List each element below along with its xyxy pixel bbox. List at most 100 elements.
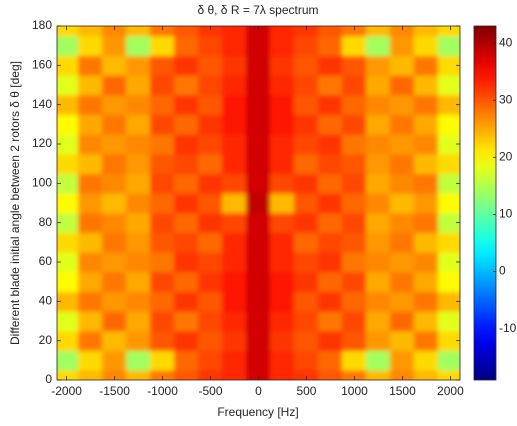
heatmap-cell (437, 310, 460, 332)
heatmap-cell (126, 212, 152, 233)
heatmap-cell (198, 133, 224, 155)
heatmap-cell (269, 192, 295, 214)
heatmap-cell (389, 153, 415, 174)
chart-title: δ θ, δ R = 7λ spectrum (197, 3, 318, 17)
heatmap-cell (317, 369, 343, 380)
heatmap-cell (389, 114, 415, 135)
heatmap-cell (437, 232, 460, 253)
heatmap-cell (293, 26, 319, 37)
heatmap-cell (174, 74, 200, 96)
heatmap-cell (317, 153, 343, 174)
heatmap-cell (126, 291, 152, 312)
heatmap-cell (365, 350, 391, 371)
heatmap-cell (78, 173, 104, 194)
heatmap-cell (174, 173, 200, 194)
y-tick-label: 160 (32, 58, 52, 72)
heatmap-cell (102, 153, 128, 174)
heatmap-cell (198, 173, 224, 194)
heatmap-cell (413, 350, 439, 371)
x-tick-label: 1500 (389, 384, 416, 398)
heatmap-cell (126, 35, 152, 56)
heatmap-cell (389, 212, 415, 233)
heatmap-cell (198, 271, 224, 292)
heatmap-cell (365, 94, 391, 115)
heatmap-cell (198, 291, 224, 312)
heatmap-cell (174, 271, 200, 292)
heatmap-cell (102, 350, 128, 371)
heatmap-cell (437, 173, 460, 194)
heatmap-cell (317, 330, 343, 351)
heatmap-cell (102, 291, 128, 312)
colorbar-tick-label: 0 (499, 264, 506, 278)
heatmap-cell (317, 212, 343, 233)
heatmap-cell (174, 35, 200, 56)
heatmap-cell (150, 133, 176, 155)
heatmap-cell (57, 232, 80, 253)
heatmap-cell (57, 291, 80, 312)
heatmap-cell (365, 55, 391, 76)
heatmap-cell (341, 330, 367, 351)
heatmap-cell (126, 55, 152, 76)
heatmap-cell (269, 173, 295, 194)
heatmap-cell (269, 251, 295, 273)
heatmap-cell (57, 173, 80, 194)
heatmap-cell (222, 55, 248, 76)
heatmap-cell (389, 330, 415, 351)
heatmap-cell (57, 114, 80, 135)
heatmap-cell (437, 94, 460, 115)
heatmap-cell (293, 114, 319, 135)
heatmap-cell (341, 232, 367, 253)
heatmap-cell (150, 74, 176, 96)
heatmap-cell (78, 369, 104, 380)
heatmap-cell (269, 94, 295, 115)
heatmap-cell (269, 291, 295, 312)
heatmap-cell (222, 330, 248, 351)
heatmap-cell (57, 26, 80, 37)
heatmap-cell (389, 192, 415, 214)
heatmap-cell (293, 291, 319, 312)
heatmap-cell (198, 330, 224, 351)
heatmap-cell (317, 291, 343, 312)
heatmap-cell (102, 173, 128, 194)
heatmap-cell (293, 94, 319, 115)
heatmap-cell (174, 310, 200, 332)
heatmap-cell (150, 232, 176, 253)
heatmap-cell (126, 330, 152, 351)
heatmap-cell (341, 153, 367, 174)
heatmap-cell (293, 133, 319, 155)
heatmap-cell (126, 350, 152, 371)
heatmap-cell (78, 153, 104, 174)
heatmap-cell (222, 133, 248, 155)
heatmap-cell (150, 55, 176, 76)
heatmap-cell (222, 153, 248, 174)
y-tick-label: 180 (32, 18, 52, 32)
heatmap-cell (389, 35, 415, 56)
heatmap-cell (246, 212, 271, 233)
heatmap-cell (413, 26, 439, 37)
heatmap-cell (78, 26, 104, 37)
heatmap-cell (57, 212, 80, 233)
heatmap-cell (365, 192, 391, 214)
heatmap-cell (174, 133, 200, 155)
heatmap-cell (222, 94, 248, 115)
heatmap-cell (317, 232, 343, 253)
heatmap-cell (150, 310, 176, 332)
heatmap-cell (222, 310, 248, 332)
heatmap-cell (317, 94, 343, 115)
heatmap-cell (293, 310, 319, 332)
heatmap-cell (269, 232, 295, 253)
heatmap-cell (365, 133, 391, 155)
heatmap-cell (269, 133, 295, 155)
heatmap-cell (78, 310, 104, 332)
heatmap-cell (126, 310, 152, 332)
heatmap-cell (222, 173, 248, 194)
heatmap-cell (198, 350, 224, 371)
heatmap-cell (413, 212, 439, 233)
x-tick-label: 2000 (437, 384, 464, 398)
heatmap-cell (389, 369, 415, 380)
heatmap-cell (102, 330, 128, 351)
heatmap-cell (246, 291, 271, 312)
heatmap-cell (437, 55, 460, 76)
heatmap-cell (413, 55, 439, 76)
heatmap-cell (365, 310, 391, 332)
